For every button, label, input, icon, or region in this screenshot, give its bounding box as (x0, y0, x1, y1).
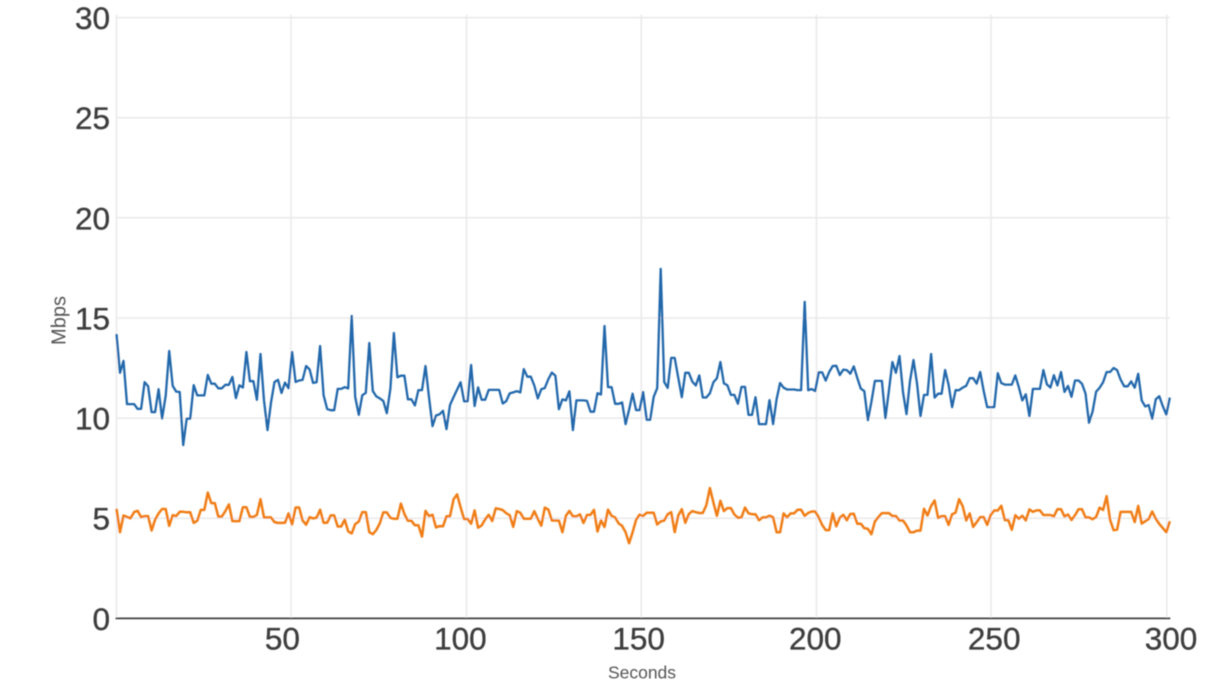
svg-text:25: 25 (75, 100, 110, 136)
svg-text:Seconds: Seconds (608, 663, 676, 683)
svg-text:20: 20 (75, 200, 110, 236)
svg-text:0: 0 (92, 601, 110, 637)
svg-text:30: 30 (75, 0, 110, 36)
svg-text:200: 200 (789, 620, 842, 656)
svg-text:15: 15 (75, 301, 110, 337)
svg-text:5: 5 (92, 501, 110, 537)
svg-text:10: 10 (75, 401, 110, 437)
svg-text:250: 250 (968, 620, 1021, 656)
svg-text:300: 300 (1145, 620, 1198, 656)
svg-text:50: 50 (265, 620, 300, 656)
svg-text:Mbps: Mbps (49, 296, 71, 345)
svg-text:150: 150 (612, 620, 665, 656)
svg-text:100: 100 (434, 620, 487, 656)
